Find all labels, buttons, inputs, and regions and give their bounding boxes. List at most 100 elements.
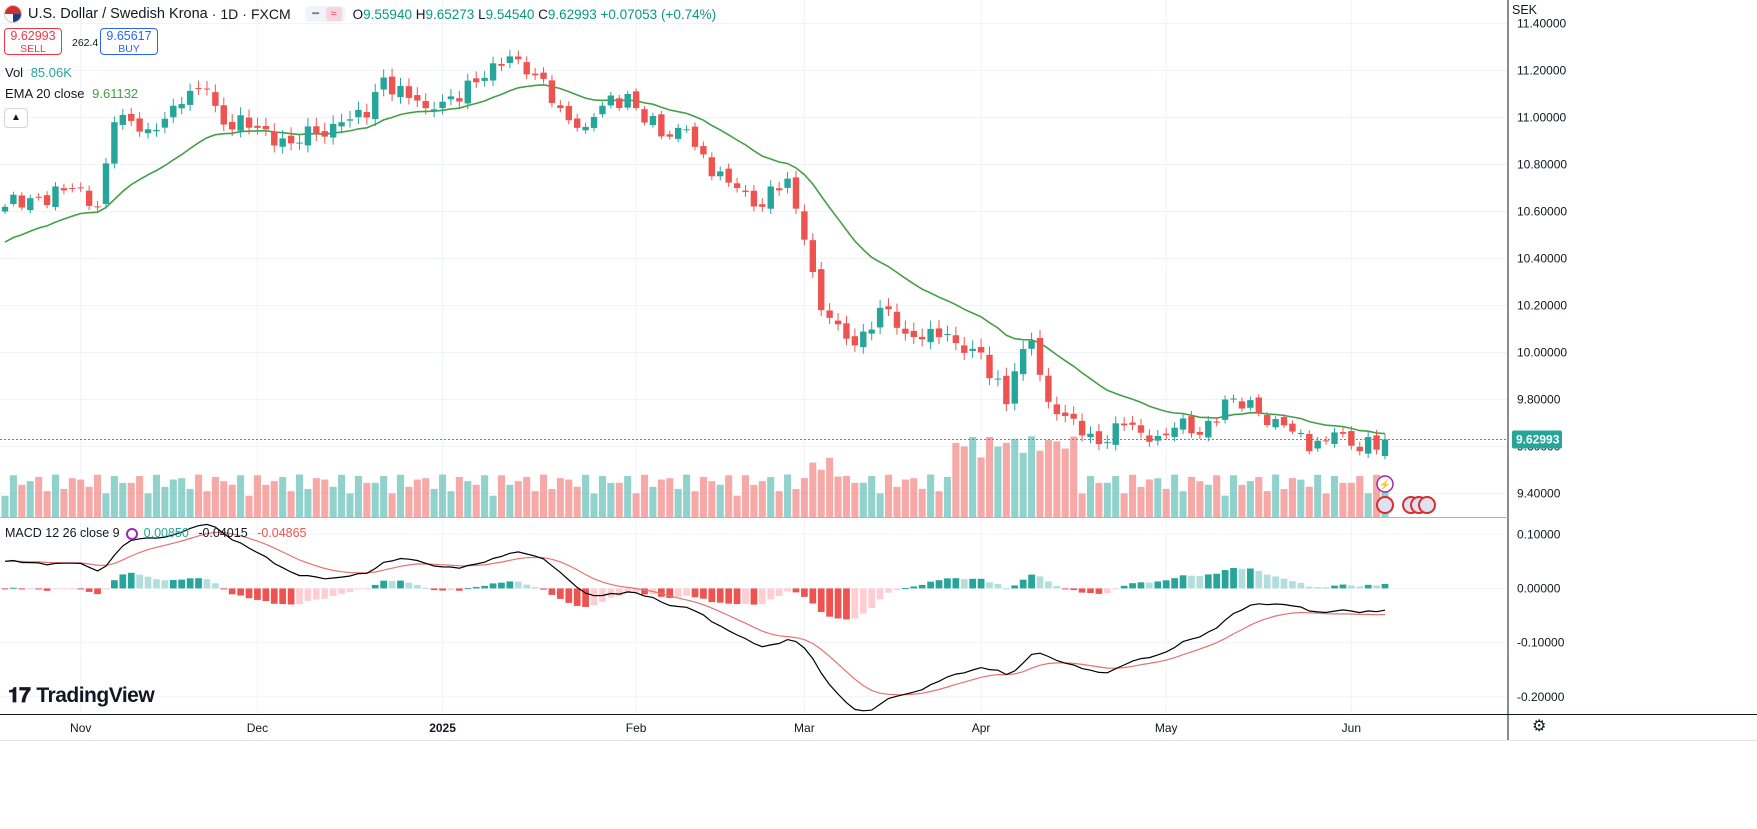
high-value: 9.65273	[425, 6, 475, 22]
candle-body	[523, 62, 530, 75]
volume-bar	[312, 478, 320, 517]
interval-label[interactable]: 1D	[220, 6, 239, 22]
volume-bar	[624, 476, 632, 517]
macd-histogram-bar	[716, 588, 724, 603]
macd-histogram-bar	[1078, 588, 1086, 593]
candle-body	[313, 126, 320, 134]
macd-histogram-bar	[1381, 583, 1389, 589]
macd-histogram-bar	[927, 581, 934, 589]
candle-body	[1120, 423, 1128, 426]
macd-histogram-bar	[1137, 582, 1145, 589]
macd-histogram-bar	[1045, 581, 1052, 589]
macd-histogram-bar	[725, 588, 733, 604]
candle-body	[85, 190, 93, 206]
candle-body	[767, 186, 774, 209]
open-value: 9.55940	[363, 6, 412, 22]
sell-button[interactable]: 9.62993 SELL	[4, 28, 62, 55]
volume-bar	[1230, 475, 1238, 517]
candle-body	[851, 336, 859, 346]
candle-body	[1306, 434, 1313, 452]
candle-body	[220, 105, 227, 125]
macd-histogram-bar	[1373, 585, 1380, 589]
macd-histogram-bar	[859, 588, 867, 614]
price-tick-label: 11.20000	[1517, 64, 1566, 78]
macd-histogram-bar	[817, 588, 825, 613]
macd-histogram-bar	[733, 588, 741, 605]
candle-body	[792, 177, 800, 209]
candle-body	[128, 113, 135, 121]
settings-gear-icon[interactable]: ⚙	[1532, 718, 1547, 735]
buy-button[interactable]: 9.65617 BUY	[100, 28, 158, 55]
macd-histogram-bar	[834, 588, 842, 619]
macd-histogram-bar	[1356, 586, 1364, 589]
macd-histogram-bar	[161, 580, 169, 589]
macd-legend[interactable]: MACD 12 26 close 9 0.00850 -0.04015 -0.04…	[5, 526, 307, 540]
candle-body	[759, 204, 766, 207]
exchange-label: FXCM	[250, 6, 291, 22]
refresh-icon[interactable]	[125, 528, 138, 540]
macd-tick-label: -0.20000	[1517, 690, 1565, 704]
volume-bar	[1187, 476, 1195, 517]
ohlc-values: O9.55940 H9.65273 L9.54540 C9.62993 +0.0…	[352, 6, 717, 22]
candle-body	[1171, 427, 1178, 437]
macd-histogram-bar	[1331, 585, 1338, 589]
spread-value: 262.4	[72, 37, 99, 49]
ema-legend[interactable]: EMA 20 close 9.61132	[5, 86, 138, 101]
candle-body	[952, 335, 960, 344]
candle-body	[750, 190, 758, 207]
macd-histogram-bar	[1019, 579, 1027, 589]
candle-body	[1356, 446, 1363, 452]
volume-bar	[1263, 491, 1271, 517]
currency-label[interactable]: SEK	[1512, 3, 1538, 17]
volume-bar	[556, 478, 564, 517]
macd-histogram-bar	[77, 588, 85, 590]
macd-histogram-bar	[1263, 574, 1271, 589]
volume-bar	[1280, 489, 1288, 517]
macd-histogram-bar	[935, 580, 943, 589]
volume-bar	[826, 457, 834, 517]
volume-bar	[26, 481, 34, 517]
volume-bar	[674, 488, 682, 517]
volume-bar	[834, 476, 842, 517]
candle-body	[35, 196, 42, 198]
candle-body	[1095, 431, 1103, 445]
macd-histogram-bar	[758, 588, 766, 604]
volume-bar	[548, 489, 556, 517]
macd-histogram-bar	[977, 578, 985, 589]
minus-icon[interactable]: ━	[312, 8, 319, 20]
volume-bar	[1272, 474, 1280, 517]
candle-body	[245, 117, 253, 128]
candle-body	[1019, 348, 1027, 375]
macd-histogram-bar	[691, 588, 699, 598]
candle-body	[1146, 435, 1153, 442]
wave-icon[interactable]: ≈	[325, 7, 342, 21]
macd-histogram-bar	[1255, 570, 1263, 589]
candle-body	[212, 92, 219, 106]
macd-histogram-bar	[144, 576, 152, 589]
volume-bar	[152, 474, 160, 517]
volume-legend[interactable]: Vol 85.06K	[5, 65, 72, 80]
macd-histogram-bar	[666, 588, 674, 598]
collapse-legend-button[interactable]: ▲	[4, 108, 28, 128]
macd-histogram-bar	[127, 572, 135, 589]
time-tick-label: Jun	[1342, 721, 1361, 735]
macd-histogram-bar	[1213, 573, 1221, 589]
chart-style-toggle[interactable]: ━ ≈	[304, 6, 345, 22]
macd-histogram-bar	[422, 587, 430, 589]
candle-body	[447, 96, 455, 100]
volume-bar	[573, 486, 581, 517]
macd-histogram-bar	[228, 588, 236, 595]
candle-body	[674, 127, 682, 139]
macd-histogram-bar	[700, 588, 707, 599]
macd-histogram-bar	[456, 588, 463, 591]
candle-body	[834, 320, 842, 325]
volume-bar	[1162, 488, 1170, 517]
candle-body	[961, 345, 968, 353]
macd-histogram-bar	[944, 578, 951, 589]
symbol-title[interactable]: U.S. Dollar / Swedish Krona	[28, 6, 208, 22]
candle-body	[691, 126, 699, 147]
time-tick-label: 2025	[429, 721, 456, 735]
volume-bar	[371, 482, 379, 517]
macd-signal-value: -0.04865	[257, 526, 307, 540]
